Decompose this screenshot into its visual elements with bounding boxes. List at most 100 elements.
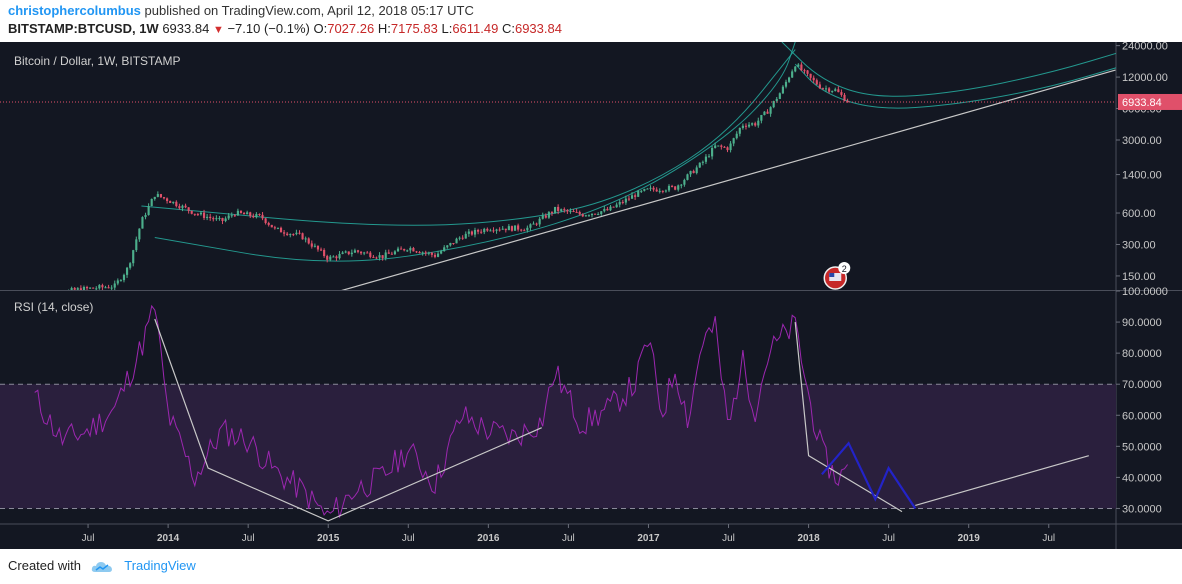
candle-body (64, 294, 66, 295)
candle-body (535, 223, 538, 225)
candle-body (190, 210, 193, 214)
candle-body (329, 256, 332, 260)
time-tick-label: Jul (722, 533, 735, 544)
candle-body (162, 197, 166, 199)
candle-body (424, 252, 427, 254)
candle-body (590, 213, 594, 216)
candle-body (787, 77, 791, 82)
last-price-tag (1118, 93, 1182, 110)
candle-body (307, 238, 310, 244)
candle-body (831, 90, 834, 92)
candle-body (52, 295, 54, 297)
candle-body (147, 206, 150, 215)
candle-body (224, 218, 227, 221)
candle-body (242, 212, 246, 215)
candle-body (458, 237, 461, 239)
candle-body (249, 212, 252, 216)
candle-body (116, 280, 119, 284)
candle-body (547, 212, 550, 218)
candle-body (101, 285, 104, 288)
candle-body (720, 145, 723, 147)
candle-body (218, 217, 221, 219)
time-tick-label: 2017 (637, 533, 660, 544)
time-tick-label: Jul (882, 533, 895, 544)
candle-body (692, 170, 695, 174)
candle-body (227, 215, 230, 219)
candle-body (560, 209, 563, 211)
candle-body (400, 248, 403, 250)
candle-body (58, 294, 60, 296)
candle-body (375, 257, 378, 259)
candle-body (726, 147, 729, 151)
published-text: published on TradingView.com, April 12, … (144, 3, 474, 18)
candle-body (199, 212, 203, 215)
candle-body (61, 295, 63, 296)
flag-stripes (829, 273, 842, 281)
candle-body (335, 256, 338, 259)
candle-body (772, 101, 775, 108)
time-tick-label: Jul (242, 533, 255, 544)
candle-body (396, 248, 400, 252)
candle-body (166, 198, 169, 202)
candle-body (606, 208, 609, 211)
candle-body (492, 230, 495, 232)
candle-body (209, 216, 212, 219)
last-price-label: 6933.84 (1122, 97, 1162, 109)
candle-body (603, 208, 606, 212)
candle-body (304, 238, 307, 240)
candle-body (221, 217, 224, 221)
candle-body (501, 228, 504, 230)
candle-body (252, 215, 255, 218)
candle-body (369, 252, 372, 257)
candle-body (390, 253, 393, 255)
candle-body (122, 274, 126, 281)
candle-body (187, 207, 190, 211)
candle-body (76, 288, 79, 290)
candle-body (95, 288, 98, 290)
event-count-badge (838, 262, 851, 274)
tradingview-link[interactable]: TradingView (124, 558, 196, 573)
candle-body (550, 212, 554, 214)
candle-body (815, 80, 818, 85)
candle-body (73, 288, 76, 290)
candle-body (597, 214, 600, 216)
candle-body (704, 156, 708, 162)
candle-body (264, 218, 267, 223)
rsi-tick-label: 100.0000 (1122, 286, 1168, 298)
candle-body (70, 288, 73, 290)
candle-body (757, 120, 760, 126)
candle-body (326, 256, 329, 260)
candle-body (276, 227, 280, 229)
candle-body (46, 297, 48, 300)
rsi-tick-label: 90.0000 (1122, 317, 1162, 329)
candle-body (239, 210, 243, 213)
rsi-tick-label: 50.0000 (1122, 441, 1162, 453)
candle-body (766, 111, 769, 114)
candle-body (292, 234, 295, 236)
candle-body (557, 206, 560, 211)
candle-body (141, 217, 144, 229)
rsi-trendline-right (794, 322, 903, 513)
author-link[interactable]: christophercolumbus (8, 3, 141, 18)
price-tick-label: 24000.00 (1122, 42, 1168, 53)
candle-body (541, 215, 544, 219)
candle-body (135, 239, 138, 251)
candle-body (181, 205, 184, 209)
rsi-projection-line (915, 455, 1089, 506)
candle-body (714, 145, 717, 148)
chart-area[interactable]: 24000.0012000.006000.003000.001400.00600… (0, 42, 1182, 549)
candle-body (175, 201, 178, 207)
candle-body (270, 224, 273, 228)
candle-body (769, 107, 772, 114)
tradingview-cloud-icon (91, 561, 112, 572)
candle-body (738, 127, 741, 134)
candle-body (449, 242, 452, 246)
candle-body (523, 230, 526, 232)
candle-body (125, 267, 129, 275)
candle-body (319, 249, 323, 251)
candle-body (828, 88, 831, 92)
chart-canvas[interactable]: 24000.0012000.006000.003000.001400.00600… (0, 42, 1182, 549)
candle-body (267, 222, 270, 225)
candle-body (741, 125, 744, 128)
candle-body (495, 229, 498, 231)
